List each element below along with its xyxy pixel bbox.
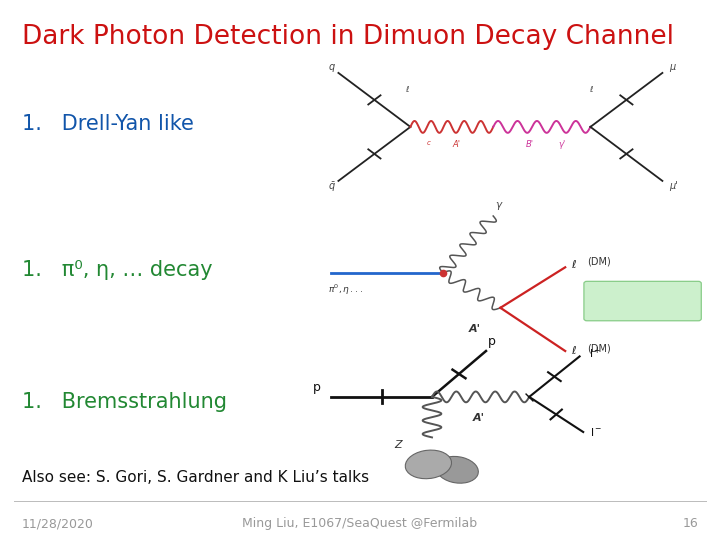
Text: μ: μ: [670, 63, 676, 72]
Text: 11/28/2020: 11/28/2020: [22, 517, 94, 530]
Text: MiniBooNE
Beam-dump: MiniBooNE Beam-dump: [616, 291, 670, 312]
Text: B': B': [526, 140, 534, 150]
Text: ℓ: ℓ: [571, 260, 575, 269]
Text: q̄: q̄: [328, 181, 335, 191]
Text: 1.   Bremsstrahlung: 1. Bremsstrahlung: [22, 392, 227, 413]
Text: 1.   π⁰, η, … decay: 1. π⁰, η, … decay: [22, 260, 212, 280]
Text: A': A': [473, 413, 485, 423]
Text: ℓ: ℓ: [571, 346, 575, 356]
FancyBboxPatch shape: [584, 281, 701, 321]
Text: 16: 16: [683, 517, 698, 530]
Text: $\gamma$: $\gamma$: [495, 200, 503, 212]
Text: Also see: S. Gori, S. Gardner and K Liu’s talks: Also see: S. Gori, S. Gardner and K Liu’…: [22, 470, 369, 485]
Text: Dark Photon Detection in Dimuon Decay Channel: Dark Photon Detection in Dimuon Decay Ch…: [22, 24, 674, 50]
Text: l$^-$: l$^-$: [590, 426, 603, 438]
Text: p: p: [488, 335, 496, 348]
Text: p: p: [312, 381, 320, 394]
Text: 1.   Drell-Yan like: 1. Drell-Yan like: [22, 114, 194, 134]
Text: (DM): (DM): [587, 343, 611, 353]
Text: q: q: [328, 63, 335, 72]
Ellipse shape: [405, 450, 451, 478]
Text: Z: Z: [394, 440, 402, 450]
Text: (DM): (DM): [587, 257, 611, 267]
Text: γ': γ': [558, 140, 565, 150]
Text: ℓ: ℓ: [589, 85, 592, 94]
Text: μ': μ': [670, 181, 678, 191]
Text: c: c: [426, 140, 431, 146]
Text: A': A': [469, 324, 481, 334]
Text: ℓ: ℓ: [405, 85, 408, 94]
Text: Ming Liu, E1067/SeaQuest @Fermilab: Ming Liu, E1067/SeaQuest @Fermilab: [243, 517, 477, 530]
Text: $\pi^0,\eta\,...$: $\pi^0,\eta\,...$: [328, 282, 363, 297]
Text: A': A': [452, 140, 460, 150]
Text: l$^+$: l$^+$: [589, 346, 601, 361]
Ellipse shape: [436, 456, 478, 483]
